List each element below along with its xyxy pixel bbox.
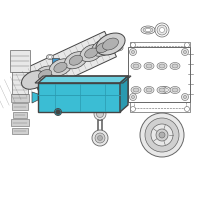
Polygon shape [38,83,120,112]
Ellipse shape [113,45,123,51]
FancyBboxPatch shape [12,103,28,110]
Ellipse shape [38,70,52,80]
FancyBboxPatch shape [52,58,58,66]
Polygon shape [120,76,128,112]
Ellipse shape [157,62,167,70]
Circle shape [132,96,134,98]
Ellipse shape [170,86,180,94]
Circle shape [184,50,186,53]
Circle shape [184,43,190,47]
Ellipse shape [96,43,109,53]
Ellipse shape [133,64,139,68]
Ellipse shape [159,64,165,68]
Ellipse shape [150,91,158,97]
Ellipse shape [144,62,154,70]
Ellipse shape [85,48,98,58]
Ellipse shape [54,62,67,72]
Circle shape [151,124,173,146]
Ellipse shape [157,86,167,94]
Circle shape [130,48,136,55]
Ellipse shape [92,39,114,56]
Ellipse shape [46,54,54,60]
Ellipse shape [174,91,182,97]
FancyBboxPatch shape [13,112,27,118]
Ellipse shape [160,86,170,94]
Circle shape [98,136,102,140]
Circle shape [184,96,186,98]
Circle shape [96,110,104,117]
Ellipse shape [170,62,180,70]
Ellipse shape [49,59,72,76]
Polygon shape [28,31,116,93]
Ellipse shape [48,55,52,58]
Ellipse shape [162,91,170,97]
Ellipse shape [114,46,122,50]
Ellipse shape [103,38,118,50]
Ellipse shape [160,27,164,32]
Circle shape [54,108,62,116]
Ellipse shape [157,25,167,35]
FancyBboxPatch shape [10,50,30,72]
FancyBboxPatch shape [12,128,28,134]
Ellipse shape [138,91,146,97]
Circle shape [156,129,168,141]
Ellipse shape [65,52,87,69]
Ellipse shape [34,66,56,83]
Circle shape [130,43,136,47]
Ellipse shape [172,88,178,92]
Ellipse shape [174,63,182,69]
Circle shape [132,50,134,53]
FancyBboxPatch shape [128,47,190,102]
Circle shape [182,48,188,55]
Circle shape [140,113,184,157]
Ellipse shape [159,88,165,92]
Ellipse shape [146,88,152,92]
Ellipse shape [96,33,125,55]
Circle shape [145,118,179,152]
Ellipse shape [22,71,45,89]
Circle shape [184,106,190,112]
Circle shape [130,94,136,100]
Ellipse shape [80,44,103,62]
FancyBboxPatch shape [11,94,29,102]
FancyBboxPatch shape [12,72,28,94]
Ellipse shape [69,55,82,65]
Ellipse shape [141,26,155,34]
FancyBboxPatch shape [11,119,29,126]
Ellipse shape [145,28,151,31]
Ellipse shape [146,64,152,68]
Ellipse shape [143,27,153,32]
Ellipse shape [155,23,169,37]
Ellipse shape [131,62,141,70]
Circle shape [92,130,108,146]
Ellipse shape [52,68,58,72]
Circle shape [95,133,105,143]
Ellipse shape [150,63,158,69]
Ellipse shape [162,88,168,92]
Circle shape [159,132,165,138]
Circle shape [182,94,188,100]
Ellipse shape [172,64,178,68]
Ellipse shape [138,63,146,69]
Ellipse shape [144,86,154,94]
Polygon shape [56,110,60,114]
Ellipse shape [133,88,139,92]
Ellipse shape [131,86,141,94]
Circle shape [94,108,106,120]
Polygon shape [38,76,128,83]
Polygon shape [32,92,38,103]
Circle shape [130,106,136,112]
Ellipse shape [51,68,59,72]
Ellipse shape [162,63,170,69]
